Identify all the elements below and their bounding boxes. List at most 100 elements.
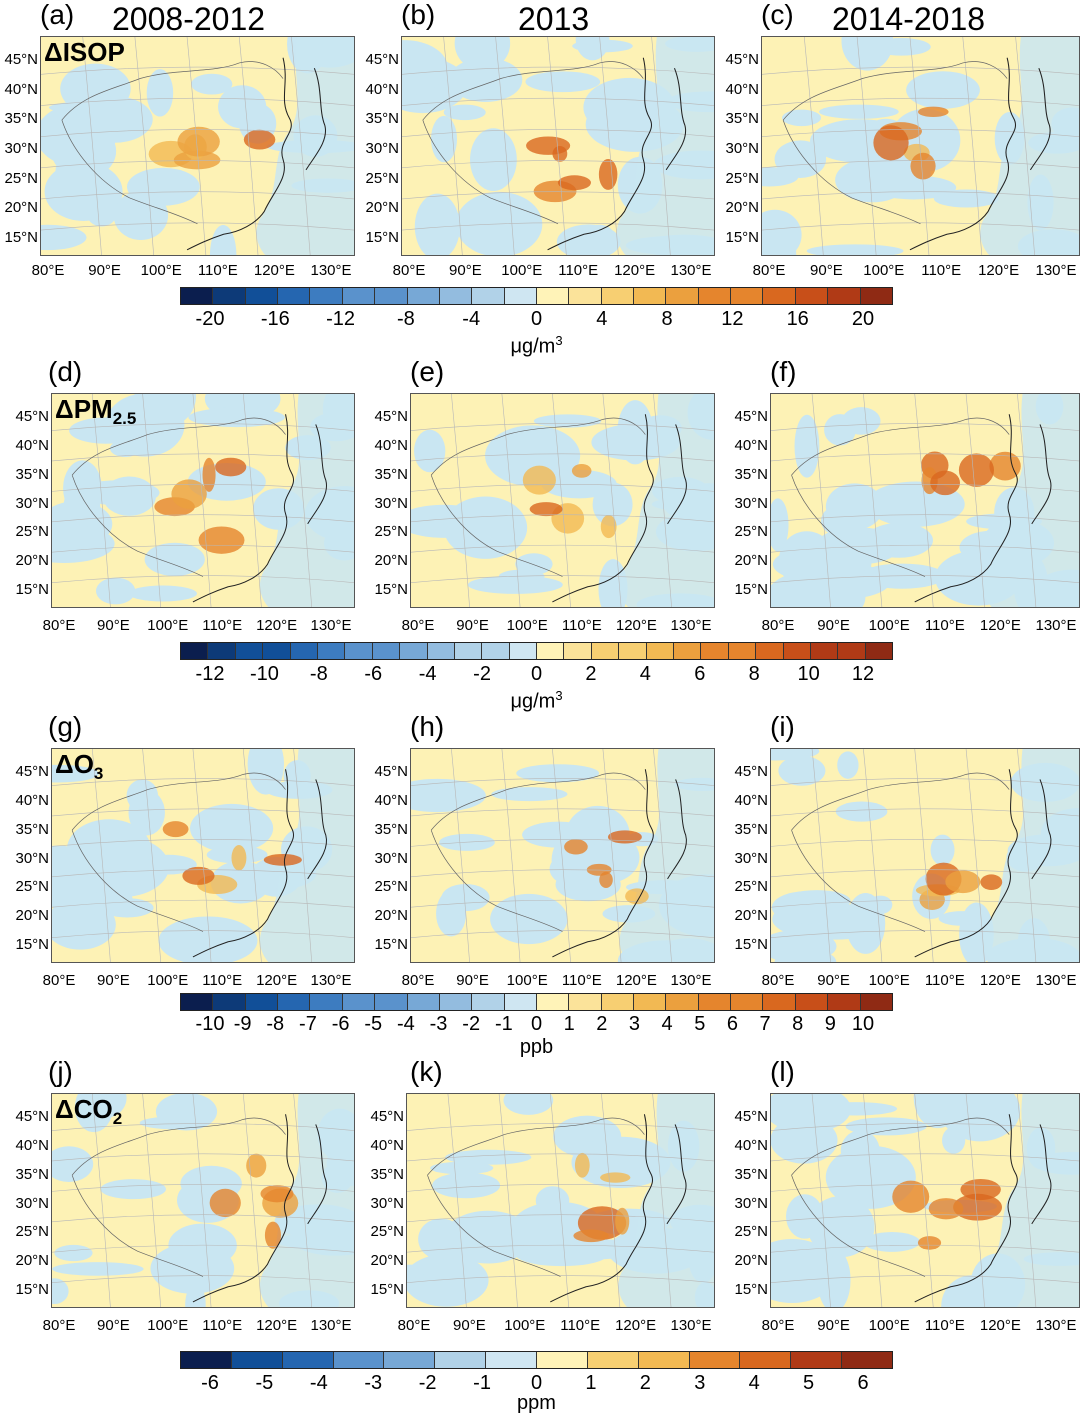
colorbar-segment (400, 643, 428, 659)
longitude-label: 100°E (501, 262, 543, 279)
country-border (61, 61, 284, 225)
longitude-label: 130°E (310, 262, 352, 279)
parallel-line (771, 1275, 1079, 1283)
variable-label: ΔO3 (55, 750, 103, 788)
colorbar-tick-label: 1 (563, 1013, 575, 1035)
longitude-label: 110°E (921, 262, 962, 279)
longitude-label: 130°E (670, 972, 712, 989)
latitude-label: 15°N (374, 581, 408, 598)
longitude-label: 110°E (560, 1317, 601, 1334)
negative-anomaly-patch (778, 755, 826, 786)
latitude-label: 20°N (15, 552, 49, 570)
ocean-region (259, 749, 354, 962)
colorbar-segment (810, 643, 839, 659)
colorbar-segment (472, 288, 505, 304)
longitude-label: 80°E (761, 1317, 795, 1334)
colorbar-segment (728, 643, 757, 659)
longitude-label: 130°E (670, 617, 712, 634)
longitude-label: 130°E (670, 1317, 712, 1334)
ocean-region (259, 1094, 354, 1307)
coastline (909, 57, 1016, 251)
positive-anomaly-hotspot (625, 888, 649, 905)
negative-anomaly-patch (556, 224, 621, 255)
colorbar-tick-label: 16 (786, 308, 809, 330)
meridian-line (599, 37, 619, 255)
longitude-label: 120°E (253, 262, 295, 279)
positive-anomaly-hotspot (953, 1193, 1002, 1221)
longitude-label: 110°E (561, 617, 602, 634)
colorbar-tick-label: -12 (195, 663, 225, 685)
colorbar-tick-label: 20 (851, 308, 875, 330)
colorbar-tick-label: -3 (364, 1372, 383, 1394)
negative-anomaly-patch (432, 1172, 501, 1199)
meridian-line (652, 1094, 672, 1307)
latitude-label: 30°N (370, 1194, 404, 1212)
negative-anomaly-patch (871, 175, 957, 200)
negative-anomaly-patch (448, 57, 523, 102)
parallel-line (762, 129, 1079, 137)
longitude-label: 80°E (42, 617, 76, 634)
parallel-line (52, 869, 354, 878)
colorbar-tick-label: 8 (748, 663, 760, 685)
negative-anomaly-patch (407, 1264, 427, 1278)
colorbar-segment (865, 643, 893, 659)
longitude-label: 100°E (147, 1317, 189, 1334)
negative-anomaly-patch (817, 1247, 851, 1307)
colorbar-tick-label: 4 (596, 308, 608, 330)
latitude-label: 15°N (370, 1281, 404, 1298)
meridian-line (914, 1094, 934, 1307)
longitude-label: 130°E (310, 1317, 352, 1334)
map-panel (770, 1093, 1080, 1308)
positive-anomaly-hotspot (177, 126, 220, 157)
colorbar-segment (674, 643, 702, 659)
longitude-label: 80°E (42, 972, 76, 989)
colorbar-segment (504, 288, 537, 304)
negative-anomaly-patch (771, 749, 820, 761)
colorbar (180, 1351, 893, 1369)
coastline (192, 414, 294, 603)
negative-anomaly-patch (835, 801, 888, 822)
variable-subscript: 3 (93, 764, 104, 784)
parallel-line (411, 899, 714, 908)
negative-anomaly-patch (100, 1179, 166, 1200)
colorbar-tick-label: 8 (792, 1013, 804, 1035)
negative-anomaly-patch (247, 749, 285, 795)
parallel-line (411, 544, 714, 553)
latitude-label: 30°N (734, 849, 768, 867)
positive-anomaly-hotspot (945, 870, 981, 894)
colorbar (180, 993, 893, 1011)
colorbar-segment (860, 994, 892, 1010)
map-field (411, 749, 714, 962)
parallel-line (52, 778, 354, 786)
parallel-line (41, 191, 354, 200)
delta-symbol: Δ (55, 394, 74, 424)
longitude-label: 130°E (1035, 617, 1077, 634)
positive-anomaly-hotspot (522, 465, 556, 495)
negative-anomaly-patch (807, 1196, 875, 1258)
japan-coastline (307, 779, 328, 880)
negative-anomaly-patch (933, 189, 999, 208)
latitude-label: 45°N (370, 1108, 404, 1125)
colorbar-tick-label: -8 (309, 663, 328, 685)
latitude-label: 20°N (370, 1252, 404, 1270)
colorbar-tick-label: 2 (639, 1372, 651, 1394)
negative-anomaly-patch (418, 1218, 464, 1260)
meridian-line (293, 1094, 313, 1307)
colorbar-segment (564, 643, 592, 659)
positive-anomaly-hotspot (264, 1221, 282, 1249)
parallel-line (771, 1244, 1079, 1253)
country-border (791, 417, 1010, 577)
meridian-line (501, 394, 521, 607)
colorbar-tick-label: 6 (726, 1013, 738, 1035)
unit-base: ppb (519, 1036, 554, 1058)
meridian-line (242, 1094, 262, 1307)
negative-anomaly-patch (771, 891, 840, 924)
meridian-line (965, 394, 985, 607)
colorbar-segment (310, 288, 343, 304)
country-border (791, 1117, 1010, 1277)
longitude-label: 90°E (456, 972, 489, 989)
colorbar-segment (375, 994, 408, 1010)
colorbar-segment (509, 643, 538, 659)
parallel-line (411, 838, 714, 847)
unit-superscript: 3 (555, 688, 563, 703)
